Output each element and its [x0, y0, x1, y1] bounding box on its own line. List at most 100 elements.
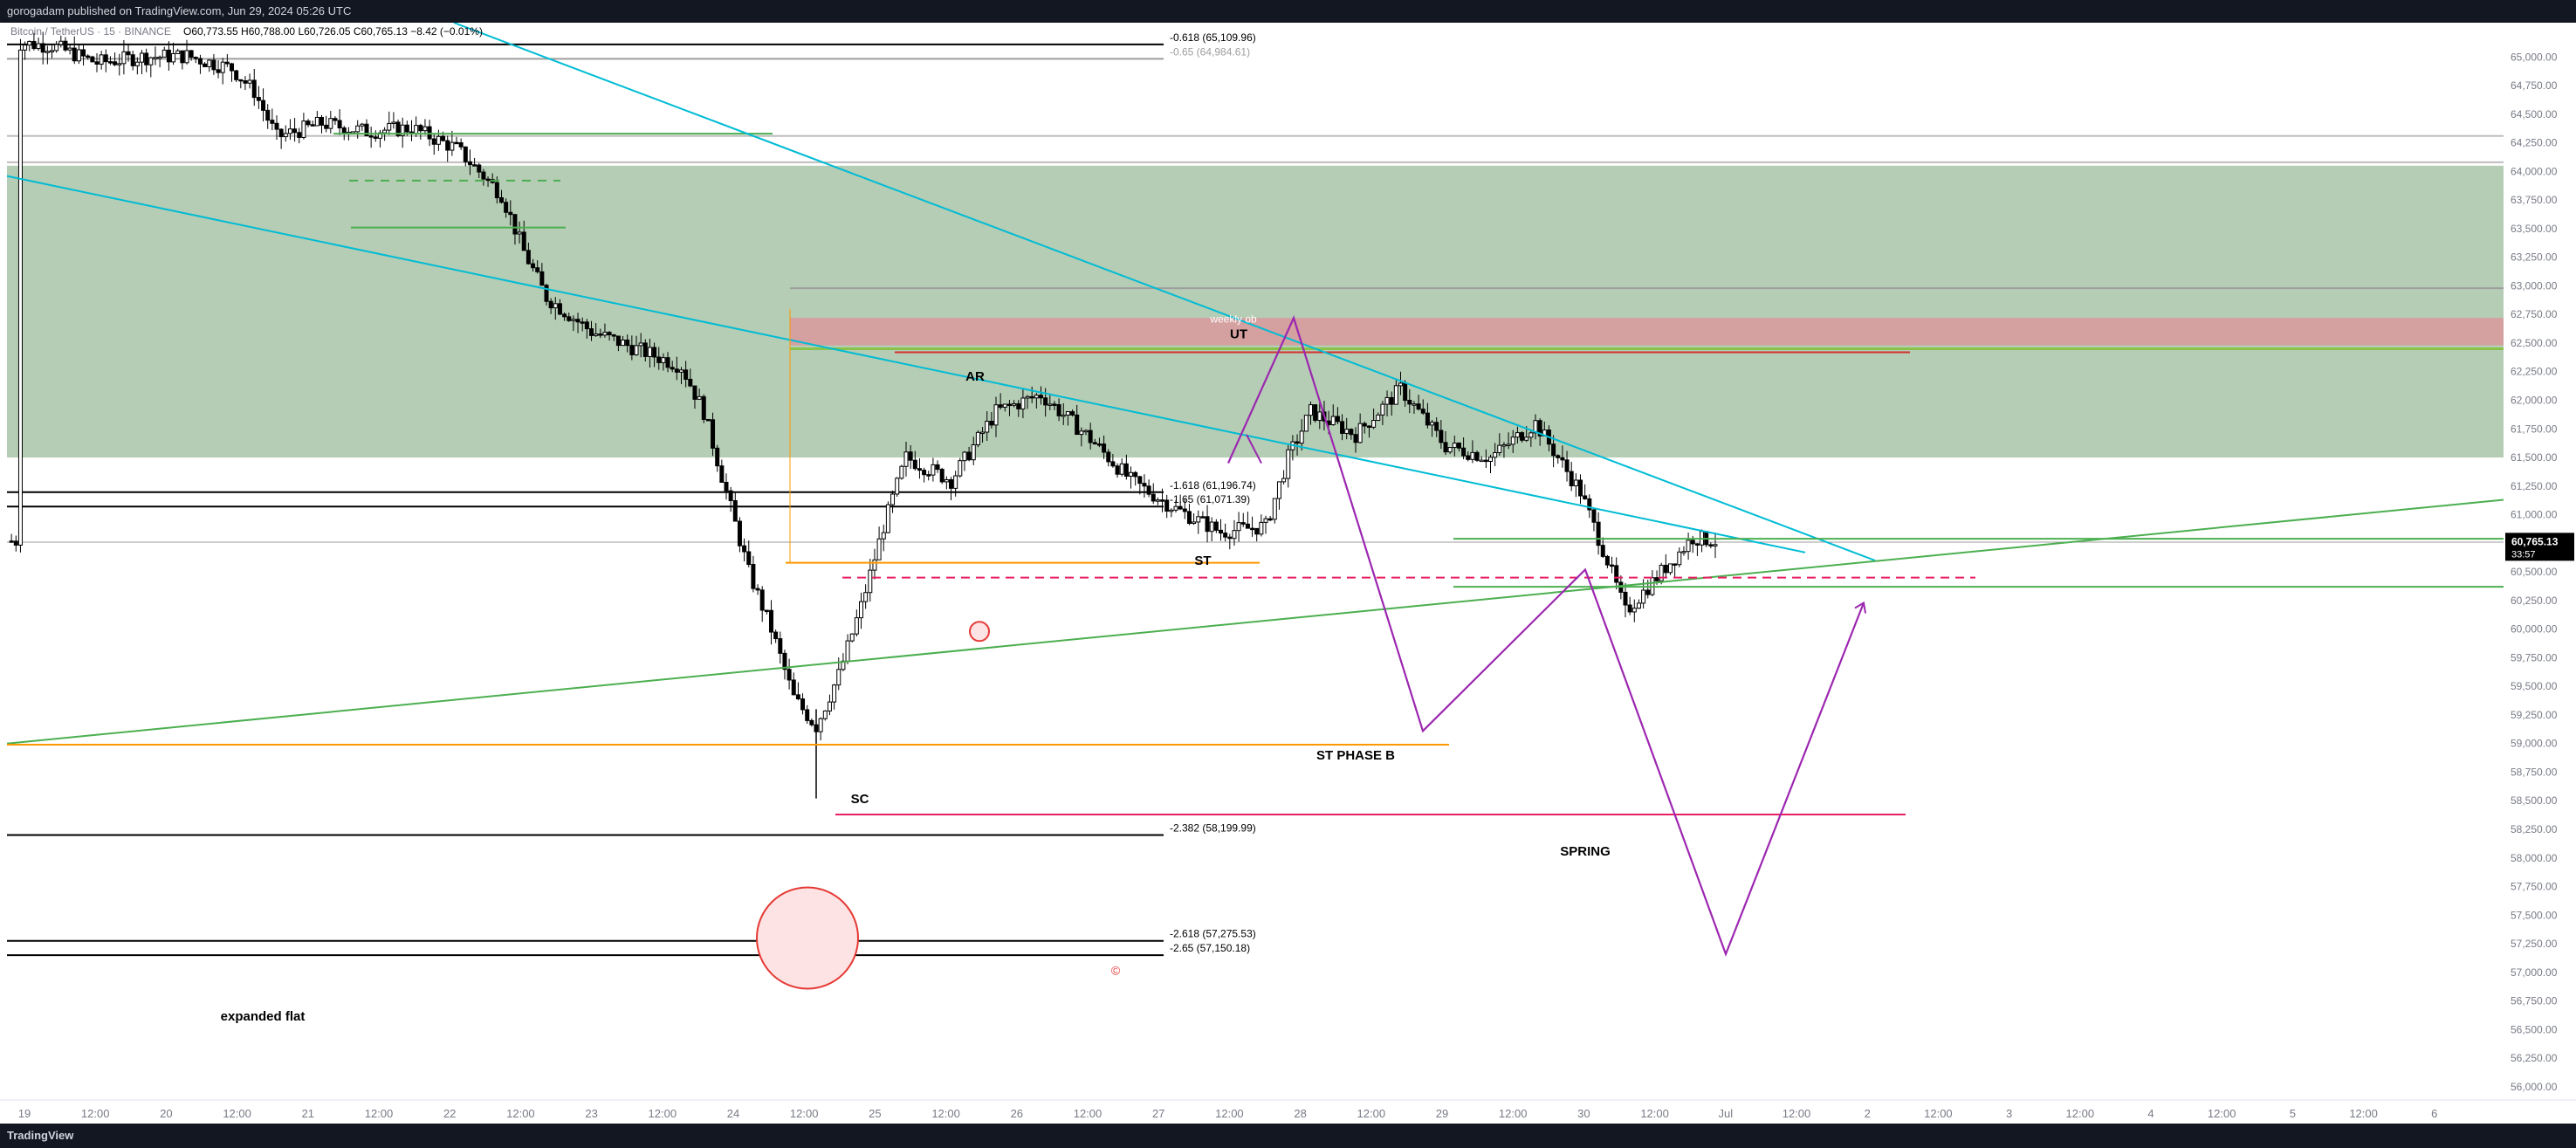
candle-body [647, 347, 652, 357]
price-tick-label: 63,750.00 [2511, 194, 2558, 206]
candles-layer [9, 31, 1718, 799]
candle-body [1317, 411, 1322, 421]
fib-label: -2.65 (57,150.18) [1170, 942, 1250, 954]
candle-body [1344, 429, 1350, 434]
candle-body [1061, 414, 1066, 417]
candle-body [931, 464, 936, 476]
candle-body [1016, 402, 1021, 409]
candle-body [526, 250, 531, 265]
purple-projection-path [1226, 315, 1865, 957]
time-tick-label: 12:00 [931, 1107, 960, 1120]
price-chart[interactable]: -0.618 (65,109.96)-0.65 (64,984.61) -1.61… [0, 23, 2576, 1124]
candle-body [773, 631, 779, 640]
candle-body [1232, 530, 1237, 540]
current-price-label: 60,765.13 [2511, 535, 2559, 547]
candle-body [1012, 402, 1017, 406]
candle-body [521, 231, 526, 251]
candle-body [134, 61, 140, 66]
candle-body [638, 342, 643, 347]
candle-body [1129, 471, 1133, 477]
time-tick-label: 12:00 [1215, 1107, 1244, 1120]
candle-body [615, 335, 621, 347]
candle-body [1106, 451, 1111, 463]
candle-body [314, 116, 319, 127]
candle-body [571, 319, 576, 321]
candle-body [1398, 382, 1403, 387]
candle-body [230, 63, 234, 72]
candle-body [1196, 516, 1201, 523]
label-spring: SPRING [1560, 844, 1611, 859]
candle-body [144, 52, 149, 65]
candle-body [1430, 422, 1435, 426]
candle-body [1389, 396, 1394, 405]
time-tick-label: 12:00 [2208, 1107, 2236, 1120]
candle-body [827, 701, 832, 711]
candle-body [1434, 422, 1439, 431]
time-tick-label: 27 [1152, 1107, 1164, 1120]
candle-body [562, 313, 567, 318]
time-tick-label: 29 [1436, 1107, 1448, 1120]
candle-body [1088, 430, 1093, 443]
candle-body [148, 57, 154, 65]
candle-body [1690, 540, 1695, 545]
candle-body [732, 499, 738, 522]
candle-body [818, 718, 823, 732]
candle-body [31, 40, 37, 50]
time-tick-label: 23 [585, 1107, 597, 1120]
candle-body [836, 669, 841, 686]
candle-body [1192, 521, 1197, 525]
candle-body [634, 345, 639, 355]
candle-body [54, 44, 59, 52]
candle-body [1357, 423, 1363, 443]
green-demand-zone [7, 165, 2504, 458]
candle-body [787, 669, 792, 681]
candle-body [868, 569, 873, 594]
time-tick-label: 25 [869, 1107, 881, 1120]
candle-body [1425, 412, 1430, 426]
price-tick-label: 61,250.00 [2511, 480, 2558, 492]
candle-body [1560, 457, 1565, 461]
candle-body [211, 59, 216, 71]
price-tick-label: 58,250.00 [2511, 823, 2558, 835]
candle-body [1362, 423, 1367, 427]
candle-body [1029, 395, 1034, 399]
candle-body [1096, 443, 1102, 446]
time-tick-label: 26 [1011, 1107, 1023, 1120]
candle-body [1403, 382, 1408, 402]
time-tick-label: 12:00 [790, 1107, 819, 1120]
red-target-circle-large [756, 886, 859, 990]
candle-body [107, 61, 113, 64]
price-tick-label: 59,250.00 [2511, 709, 2558, 721]
candle-body [1528, 432, 1534, 438]
candle-body [1443, 442, 1448, 453]
candle-body [1520, 432, 1525, 441]
time-tick-label: 5 [2290, 1107, 2296, 1120]
candle-body [1479, 459, 1484, 463]
time-tick-label: 12:00 [223, 1107, 251, 1120]
copyright-mark: © [1111, 963, 1121, 977]
candle-body [782, 652, 787, 670]
candle-body [301, 120, 306, 138]
candle-body [472, 164, 477, 167]
price-tick-label: 63,250.00 [2511, 251, 2558, 264]
price-tick-label: 62,000.00 [2511, 395, 2558, 407]
candle-body [360, 123, 365, 127]
candle-body [1006, 403, 1012, 407]
candle-body [418, 125, 423, 132]
time-tick-label: 19 [18, 1107, 31, 1120]
candle-body [692, 385, 697, 400]
candle-body [845, 640, 850, 662]
time-tick-label: 12:00 [1074, 1107, 1103, 1120]
candle-body [256, 97, 261, 101]
current-price-badge [2505, 533, 2574, 561]
candle-body [333, 118, 338, 121]
price-tick-label: 62,750.00 [2511, 308, 2558, 320]
candle-body [1681, 551, 1686, 553]
candle-body [292, 128, 298, 134]
candle-body [1452, 443, 1457, 449]
candle-body [1263, 518, 1268, 523]
candle-body [81, 49, 86, 57]
time-tick-label: 6 [2431, 1107, 2437, 1120]
candle-body [86, 55, 91, 58]
price-tick-label: 60,500.00 [2511, 566, 2558, 578]
